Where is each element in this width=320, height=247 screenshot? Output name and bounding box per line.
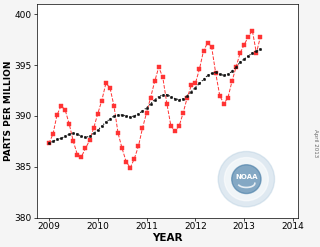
Text: NOAA: NOAA: [235, 174, 258, 180]
Text: April 2013: April 2013: [313, 129, 318, 157]
Circle shape: [224, 158, 268, 201]
Circle shape: [232, 165, 261, 194]
Circle shape: [218, 151, 275, 207]
Y-axis label: PARTS PER MILLION: PARTS PER MILLION: [4, 61, 13, 161]
X-axis label: YEAR: YEAR: [152, 233, 182, 243]
